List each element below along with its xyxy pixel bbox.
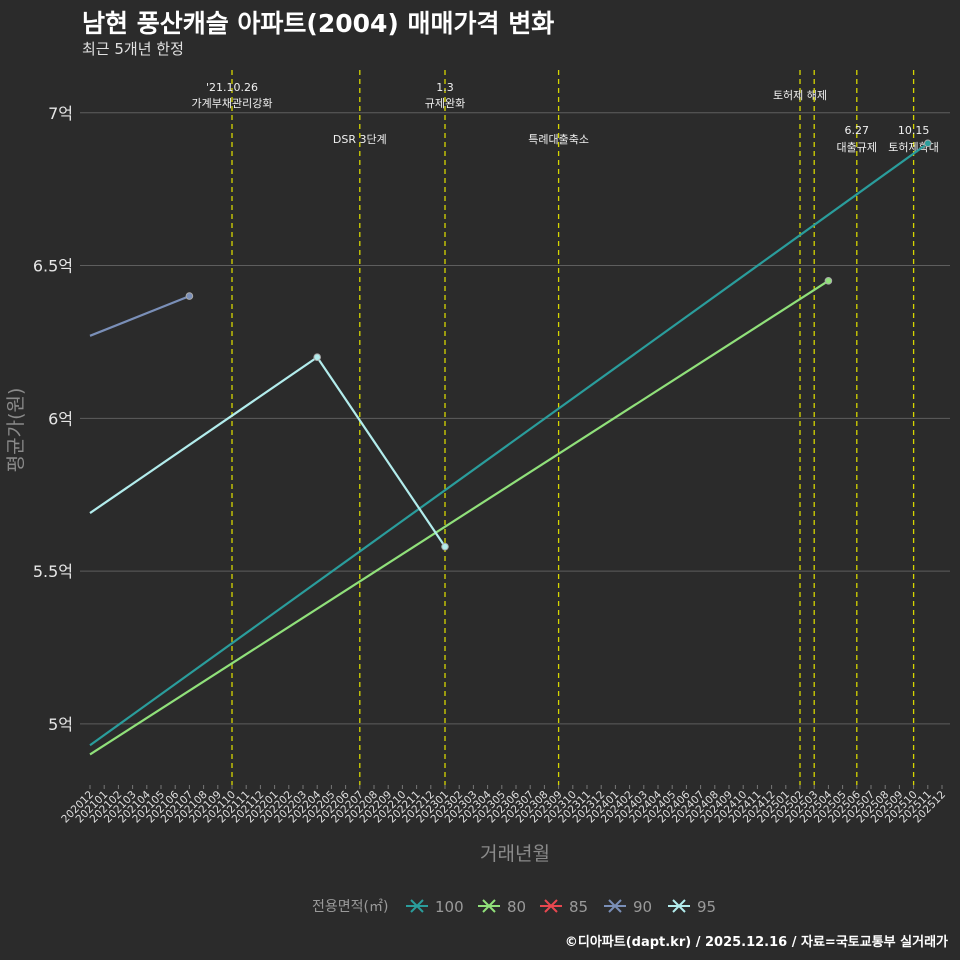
- chart-subtitle: 최근 5개년 한정: [82, 40, 184, 58]
- event-label: DSR 3단계: [333, 133, 387, 146]
- legend-item-80[interactable]: 80: [478, 898, 526, 916]
- legend: 전용면적(㎡) 100 80 85 90 95: [312, 898, 716, 916]
- y-tick-label: 5.5억: [33, 562, 73, 581]
- series-point-95: [313, 353, 322, 362]
- series-line-80: [89, 279, 829, 756]
- event-label: 특례대출축소: [528, 133, 589, 146]
- legend-cross-icon: [410, 899, 424, 913]
- y-tick-label: 5억: [48, 715, 73, 734]
- event-label: 6.27: [845, 124, 870, 137]
- legend-cross-icon: [672, 899, 686, 913]
- legend-item-90[interactable]: 90: [604, 898, 652, 916]
- legend-label: 95: [697, 898, 716, 916]
- event-label: 토허제 해제: [773, 88, 827, 102]
- event-label: '21.10.26: [206, 81, 258, 94]
- legend-label: 85: [569, 898, 588, 916]
- legend-cross-icon: [608, 899, 622, 913]
- event-label: 1.3: [436, 81, 454, 94]
- legend-cross-icon: [482, 899, 496, 913]
- series-line-95: [89, 355, 446, 548]
- y-tick-label: 6억: [48, 409, 73, 428]
- event-label: 10.15: [898, 124, 930, 137]
- series-point-90: [185, 292, 194, 300]
- y-axis-label: 평균가(원): [5, 388, 27, 473]
- legend-item-85[interactable]: 85: [540, 898, 588, 916]
- x-axis: 2020122021012021022021032021042021052021…: [59, 785, 948, 825]
- chart-title: 남현 풍산캐슬 아파트(2004) 매매가격 변화: [82, 9, 555, 38]
- x-axis-label: 거래년월: [480, 843, 550, 865]
- legend-item-100[interactable]: 100: [406, 898, 464, 916]
- series-point-100: [924, 139, 932, 148]
- y-tick-label: 6.5억: [33, 257, 73, 276]
- series-line-90: [89, 295, 190, 337]
- series-point-80: [824, 277, 833, 285]
- y-axis: 5억 5.5억 6억 6.5억 7억: [33, 104, 73, 734]
- series-line-100: [89, 142, 929, 747]
- event-label: 대출규제: [837, 141, 877, 154]
- footer-credit: ©디아파트(dapt.kr) / 2025.12.16 / 자료=국토교통부 실…: [564, 935, 948, 950]
- legend-label: 100: [435, 898, 464, 916]
- legend-label: 80: [507, 898, 526, 916]
- grid: [80, 112, 950, 725]
- legend-item-95[interactable]: 95: [668, 898, 716, 916]
- series-lines: [89, 139, 932, 756]
- series-point-95: [441, 542, 449, 551]
- legend-cross-icon: [544, 899, 558, 913]
- legend-title: 전용면적(㎡): [312, 899, 388, 915]
- event-label: 규제완화: [425, 97, 465, 110]
- y-tick-label: 7억: [48, 104, 73, 123]
- event-label: 가계부채관리강화: [192, 97, 273, 110]
- legend-label: 90: [633, 898, 652, 916]
